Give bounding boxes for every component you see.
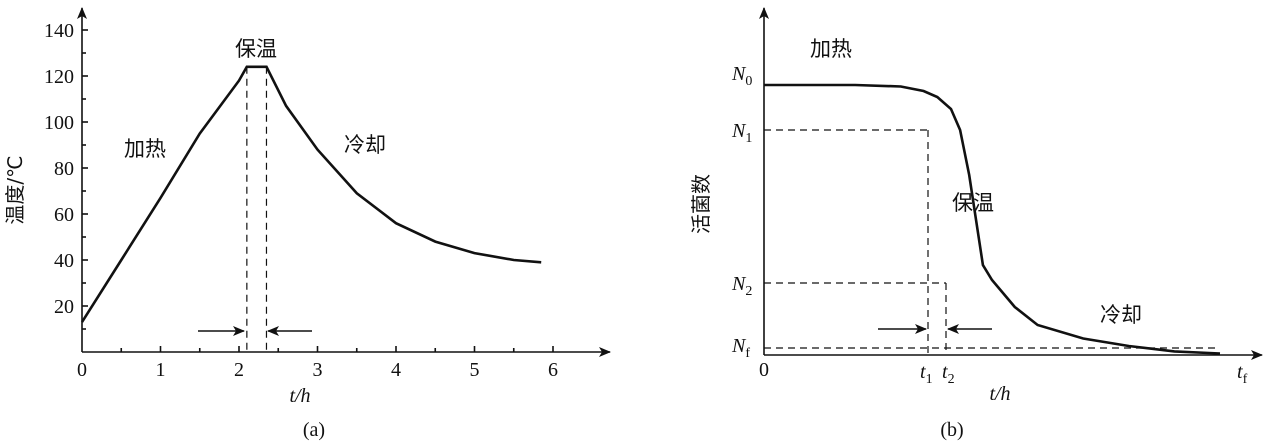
chart-a-y-tick-label: 120 bbox=[44, 66, 74, 88]
chart-b-x-label: t/h bbox=[989, 383, 1010, 405]
chart-b-x-tick-0: 0 bbox=[759, 359, 769, 381]
chart-b-hold-label: 保温 bbox=[952, 191, 994, 215]
chart-a-hold-label: 保温 bbox=[235, 37, 277, 61]
chart-b-y-tick-n2: N2 bbox=[731, 273, 752, 299]
chart-a-y-label: 温度/℃ bbox=[3, 155, 27, 224]
chart-a-x-tick-label: 2 bbox=[234, 359, 244, 381]
chart-a-x-label: t/h bbox=[289, 385, 310, 407]
chart-a-hold-lines bbox=[246, 66, 268, 352]
chart-a-x-tick-label: 6 bbox=[548, 359, 558, 381]
chart-b-x-tick-t1: t1 bbox=[920, 361, 933, 387]
chart-b-x-tick-t2: t2 bbox=[942, 361, 955, 387]
chart-a-y-tick-label: 20 bbox=[54, 296, 74, 318]
chart-b-x-tick-tf: tf bbox=[1237, 361, 1248, 387]
chart-b-cool-label: 冷却 bbox=[1100, 303, 1142, 327]
chart-a-x-tick-label: 4 bbox=[391, 359, 401, 381]
chart-a-y-ticks: 20 40 60 80 100 120 140 bbox=[44, 20, 88, 330]
chart-a-x-tick-label: 1 bbox=[156, 359, 166, 381]
chart-b-survivor-curve bbox=[764, 83, 1221, 355]
chart-a-heat-label: 加热 bbox=[124, 137, 166, 161]
chart-a-x-tick-label: 0 bbox=[77, 359, 87, 381]
chart-a: 0 1 2 3 4 5 6 20 40 60 80 100 120 140 温度/℃ t/h 加热 保温… bbox=[3, 7, 611, 441]
chart-b-y-tick-n0: N0 bbox=[731, 63, 752, 89]
chart-a-y-tick-label: 80 bbox=[54, 158, 74, 180]
chart-b-panel-label: (b) bbox=[940, 419, 963, 441]
chart-a-cool-label: 冷却 bbox=[344, 133, 386, 157]
chart-a-temperature-curve bbox=[80, 65, 542, 323]
chart-b-heat-label: 加热 bbox=[810, 37, 852, 61]
chart-b-y-label: 活菌数 bbox=[689, 174, 713, 234]
chart-a-y-tick-label: 140 bbox=[44, 20, 74, 42]
chart-b: N0 N1 N2 Nf 0 t1 t2 tf 活菌数 t/h 加热 保温 冷却 … bbox=[689, 7, 1263, 441]
chart-a-y-tick-label: 40 bbox=[54, 250, 74, 272]
chart-a-y-tick-label: 100 bbox=[44, 112, 74, 134]
chart-b-y-tick-n1: N1 bbox=[731, 120, 752, 146]
chart-a-y-tick-label: 60 bbox=[54, 204, 74, 226]
chart-a-x-ticks: 0 1 2 3 4 5 6 bbox=[77, 346, 558, 381]
chart-b-y-tick-nf: Nf bbox=[731, 335, 750, 361]
chart-a-panel-label: (a) bbox=[303, 419, 325, 441]
chart-a-x-tick-label: 3 bbox=[313, 359, 323, 381]
chart-a-x-tick-label: 5 bbox=[470, 359, 480, 381]
